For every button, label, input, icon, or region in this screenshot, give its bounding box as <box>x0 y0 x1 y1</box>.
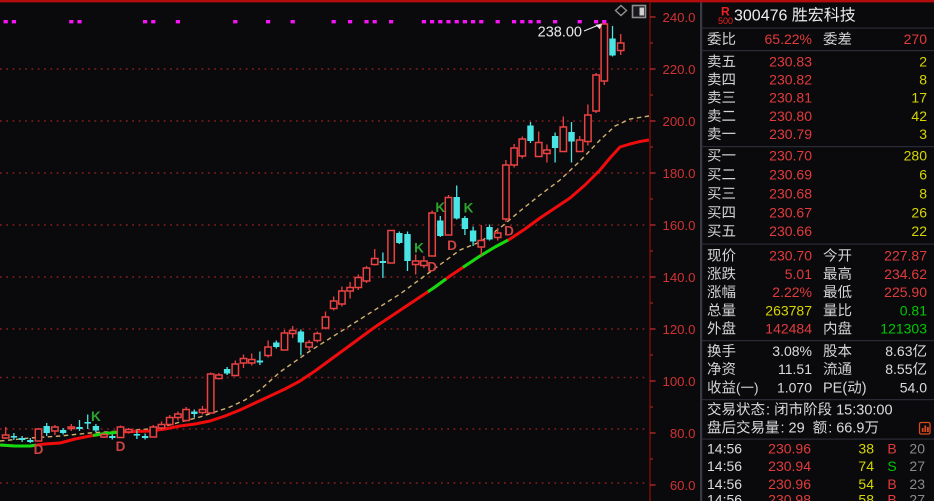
svg-text:8: 8 <box>919 186 927 202</box>
svg-text:14:56: 14:56 <box>707 441 742 457</box>
svg-text:23: 23 <box>909 476 925 492</box>
svg-text:(: ( <box>736 381 741 396</box>
svg-text:140.0: 140.0 <box>662 270 695 285</box>
svg-text:B: B <box>887 441 896 457</box>
svg-text:60.0: 60.0 <box>670 478 696 493</box>
svg-text:230.96: 230.96 <box>768 476 811 492</box>
svg-text:20: 20 <box>909 441 925 457</box>
svg-text:230.82: 230.82 <box>769 72 812 88</box>
svg-text:80.0: 80.0 <box>670 426 696 441</box>
svg-text:2: 2 <box>919 54 927 70</box>
svg-text:8: 8 <box>919 72 927 88</box>
svg-text:54.0: 54.0 <box>900 380 927 396</box>
svg-text:270: 270 <box>904 31 928 47</box>
svg-text:D: D <box>447 238 457 253</box>
svg-text:121303: 121303 <box>880 321 927 337</box>
svg-text:K: K <box>414 241 424 256</box>
svg-text:): ) <box>862 381 867 397</box>
svg-text:K: K <box>91 409 101 424</box>
svg-text:263787: 263787 <box>765 302 812 318</box>
svg-text:230.80: 230.80 <box>769 108 812 124</box>
svg-text:PE(: PE( <box>823 381 847 397</box>
svg-text:: 66.9: : 66.9 <box>828 421 864 437</box>
svg-text:230.66: 230.66 <box>769 223 812 239</box>
svg-text:230.79: 230.79 <box>769 126 812 142</box>
svg-text:3.08%: 3.08% <box>772 343 812 359</box>
svg-text:): ) <box>754 381 759 396</box>
svg-text:D: D <box>427 260 437 275</box>
svg-text:0.81: 0.81 <box>900 302 927 318</box>
svg-text:230.69: 230.69 <box>769 167 812 183</box>
svg-text:227.87: 227.87 <box>884 248 927 264</box>
svg-text:17: 17 <box>911 90 927 106</box>
svg-text:230.70: 230.70 <box>769 148 812 164</box>
svg-text:1.070: 1.070 <box>777 380 812 396</box>
svg-text:240.0: 240.0 <box>662 10 695 25</box>
svg-text:D: D <box>116 439 126 454</box>
svg-text:200.0: 200.0 <box>662 114 695 129</box>
svg-text:74: 74 <box>858 458 874 474</box>
svg-text:230.83: 230.83 <box>769 54 812 70</box>
svg-text:26: 26 <box>911 205 927 221</box>
svg-text:120.0: 120.0 <box>662 322 695 337</box>
svg-text:14:56: 14:56 <box>707 492 742 501</box>
svg-text:: 29: : 29 <box>781 421 805 437</box>
svg-text:R: R <box>721 5 730 19</box>
svg-text:D: D <box>504 224 514 239</box>
svg-text:D: D <box>34 442 44 457</box>
svg-text:142484: 142484 <box>765 321 812 337</box>
svg-text:100.0: 100.0 <box>662 374 695 389</box>
svg-text:14:56: 14:56 <box>707 458 742 474</box>
svg-text:500: 500 <box>718 16 733 26</box>
svg-text:6: 6 <box>919 167 927 183</box>
svg-text:54: 54 <box>858 476 874 492</box>
svg-text:280: 280 <box>904 148 928 164</box>
svg-text:230.94: 230.94 <box>768 458 811 474</box>
svg-text:27: 27 <box>909 458 925 474</box>
svg-text:B: B <box>887 492 896 501</box>
svg-text:230.70: 230.70 <box>769 248 812 264</box>
svg-text:K: K <box>464 201 474 216</box>
svg-text:180.0: 180.0 <box>662 166 695 181</box>
svg-text:300476: 300476 <box>734 8 787 25</box>
svg-text:225.90: 225.90 <box>884 284 927 300</box>
svg-text:42: 42 <box>911 108 927 124</box>
svg-text:230.81: 230.81 <box>769 90 812 106</box>
svg-text:230.98: 230.98 <box>768 492 811 501</box>
svg-text:230.96: 230.96 <box>768 441 811 457</box>
svg-text:14:56: 14:56 <box>707 476 742 492</box>
svg-text:22: 22 <box>911 223 927 239</box>
svg-text:3: 3 <box>919 126 927 142</box>
svg-text:234.62: 234.62 <box>884 266 927 282</box>
svg-text:220.0: 220.0 <box>662 62 695 77</box>
svg-text:2.22%: 2.22% <box>772 284 812 300</box>
svg-text:238.00: 238.00 <box>538 25 582 41</box>
svg-text:27: 27 <box>909 492 925 501</box>
svg-text::: : <box>766 402 770 418</box>
svg-text:5.01: 5.01 <box>785 266 812 282</box>
svg-text:S: S <box>887 458 896 474</box>
svg-text:230.67: 230.67 <box>769 205 812 221</box>
svg-text:230.68: 230.68 <box>769 186 812 202</box>
svg-text:8.55: 8.55 <box>885 361 912 377</box>
svg-text:K: K <box>435 200 445 215</box>
svg-text:38: 38 <box>858 441 874 457</box>
svg-text:65.22%: 65.22% <box>765 31 812 47</box>
svg-text:160.0: 160.0 <box>662 218 695 233</box>
svg-text:15:30:00: 15:30:00 <box>836 402 892 418</box>
svg-text:11.51: 11.51 <box>778 361 812 377</box>
svg-text:B: B <box>887 476 896 492</box>
svg-text:8.63: 8.63 <box>885 343 912 359</box>
svg-text:58: 58 <box>858 492 874 501</box>
